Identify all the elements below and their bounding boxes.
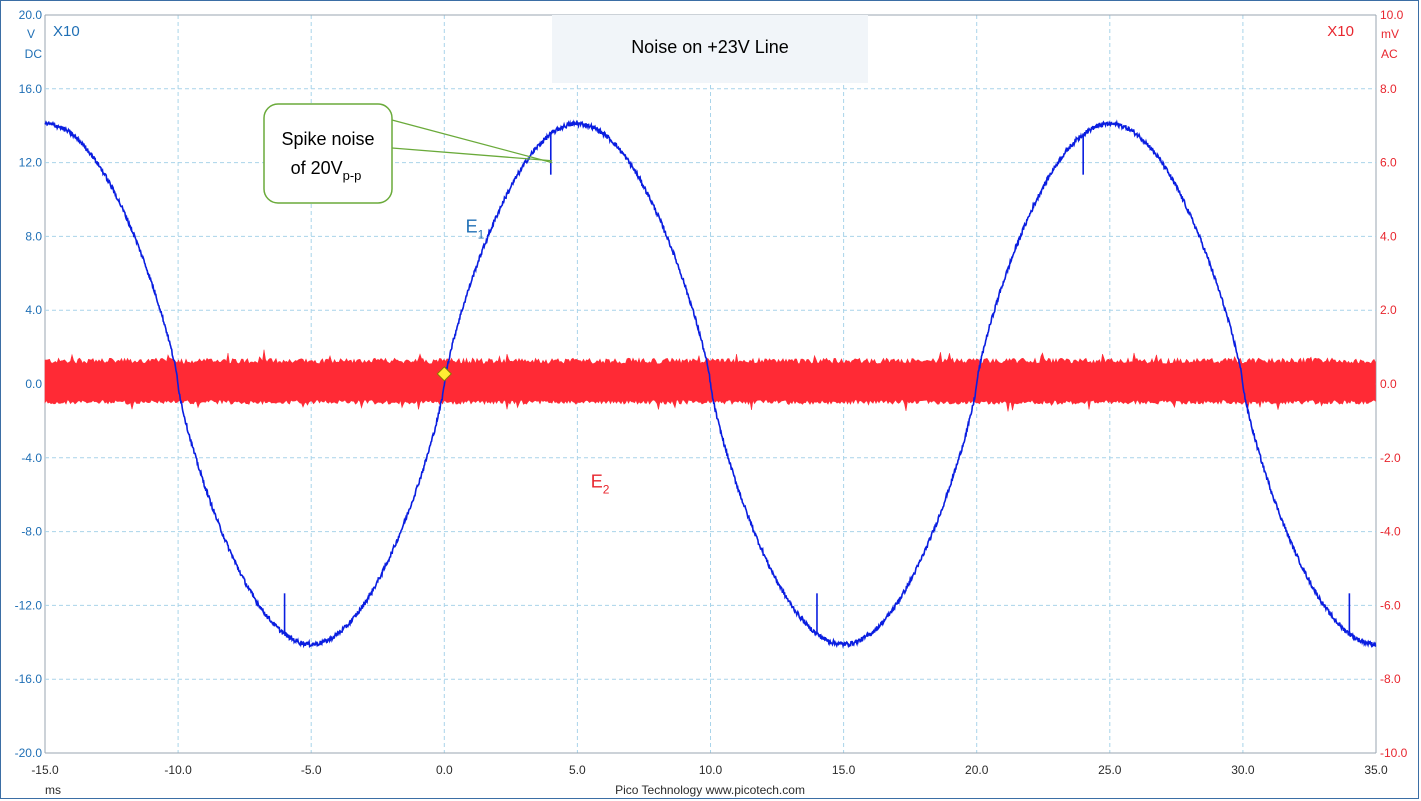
trigger-marker <box>436 366 453 382</box>
callout-line-1: Spike noise <box>281 129 374 149</box>
series-e2-label: E2 <box>591 471 610 496</box>
left-tick-label: 4.0 <box>25 303 42 317</box>
right-unit-label: mV <box>1381 27 1399 41</box>
right-coupling-label: AC <box>1381 47 1398 61</box>
x-tick-label: 20.0 <box>965 763 989 777</box>
series-e2-label-main: E <box>591 471 603 491</box>
series-e1-label: E1 <box>466 217 485 242</box>
x-tick-label: 30.0 <box>1231 763 1255 777</box>
right-tick-label: -10.0 <box>1380 746 1408 760</box>
callout-line-2: of 20Vp-p <box>291 158 362 183</box>
left-tick-label: -4.0 <box>21 451 42 465</box>
footer-credit: Pico Technology www.picotech.com <box>615 783 805 797</box>
callout-pointer-2 <box>391 147 553 162</box>
x-tick-label: -15.0 <box>31 763 59 777</box>
left-tick-label: 8.0 <box>25 229 42 243</box>
series-e1-label-main: E <box>466 217 478 237</box>
left-tick-label: -8.0 <box>21 525 42 539</box>
right-tick-label: -2.0 <box>1380 451 1401 465</box>
left-tick-label: -12.0 <box>15 598 43 612</box>
left-y-axis: 20.0 16.0 12.0 8.0 4.0 0.0 -4.0 -8.0 -12.0 -16.0 -… <box>15 8 43 760</box>
left-tick-label: 20.0 <box>19 8 43 22</box>
x-unit-label: ms <box>45 783 61 797</box>
x-tick-label: 35.0 <box>1364 763 1388 777</box>
right-tick-label: 6.0 <box>1380 156 1397 170</box>
x-axis: -15.0 -10.0 -5.0 0.0 5.0 10.0 15.0 20.0 25.0 30.0… <box>31 763 1388 777</box>
x-tick-label: 15.0 <box>832 763 856 777</box>
spike-noise-callout: Spike noise of 20Vp-p <box>263 103 553 204</box>
callout-line-2-main: of 20V <box>291 158 343 178</box>
x-tick-label: 0.0 <box>436 763 453 777</box>
right-tick-label: 0.0 <box>1380 377 1397 391</box>
right-tick-label: -8.0 <box>1380 672 1401 686</box>
left-tick-label: 16.0 <box>19 82 43 96</box>
callout-line-2-sub: p-p <box>343 168 362 183</box>
right-tick-label: 4.0 <box>1380 229 1397 243</box>
x-tick-label: 10.0 <box>699 763 723 777</box>
right-tick-label: 10.0 <box>1380 8 1404 22</box>
chart-title: Noise on +23V Line <box>631 37 789 57</box>
x-tick-label: -10.0 <box>164 763 192 777</box>
left-tick-label: -20.0 <box>15 746 43 760</box>
series-e1-sine <box>44 119 1377 649</box>
series-e1-trace <box>44 119 1377 649</box>
left-unit-label: V <box>27 27 35 41</box>
chart-title-box: Noise on +23V Line <box>552 15 868 83</box>
left-tick-label: 12.0 <box>19 156 43 170</box>
left-coupling-label: DC <box>25 47 43 61</box>
x-tick-label: 5.0 <box>569 763 586 777</box>
right-tick-label: -4.0 <box>1380 525 1401 539</box>
right-probe-label: X10 <box>1327 23 1354 40</box>
left-tick-label: -16.0 <box>15 672 43 686</box>
series-e1-label-sub: 1 <box>478 228 485 242</box>
left-probe-label: X10 <box>53 23 80 40</box>
callout-box <box>263 103 393 204</box>
right-tick-label: 2.0 <box>1380 303 1397 317</box>
series-e2-label-sub: 2 <box>603 482 610 496</box>
right-tick-label: 8.0 <box>1380 82 1397 96</box>
right-tick-label: -6.0 <box>1380 598 1401 612</box>
x-tick-label: 25.0 <box>1098 763 1122 777</box>
right-y-axis: 10.0 8.0 6.0 4.0 2.0 0.0 -2.0 -4.0 -6.0 -8.0 -10.0 <box>1380 8 1408 760</box>
x-tick-label: -5.0 <box>301 763 322 777</box>
left-tick-label: 0.0 <box>25 377 42 391</box>
callout-pointer-1 <box>391 119 553 164</box>
